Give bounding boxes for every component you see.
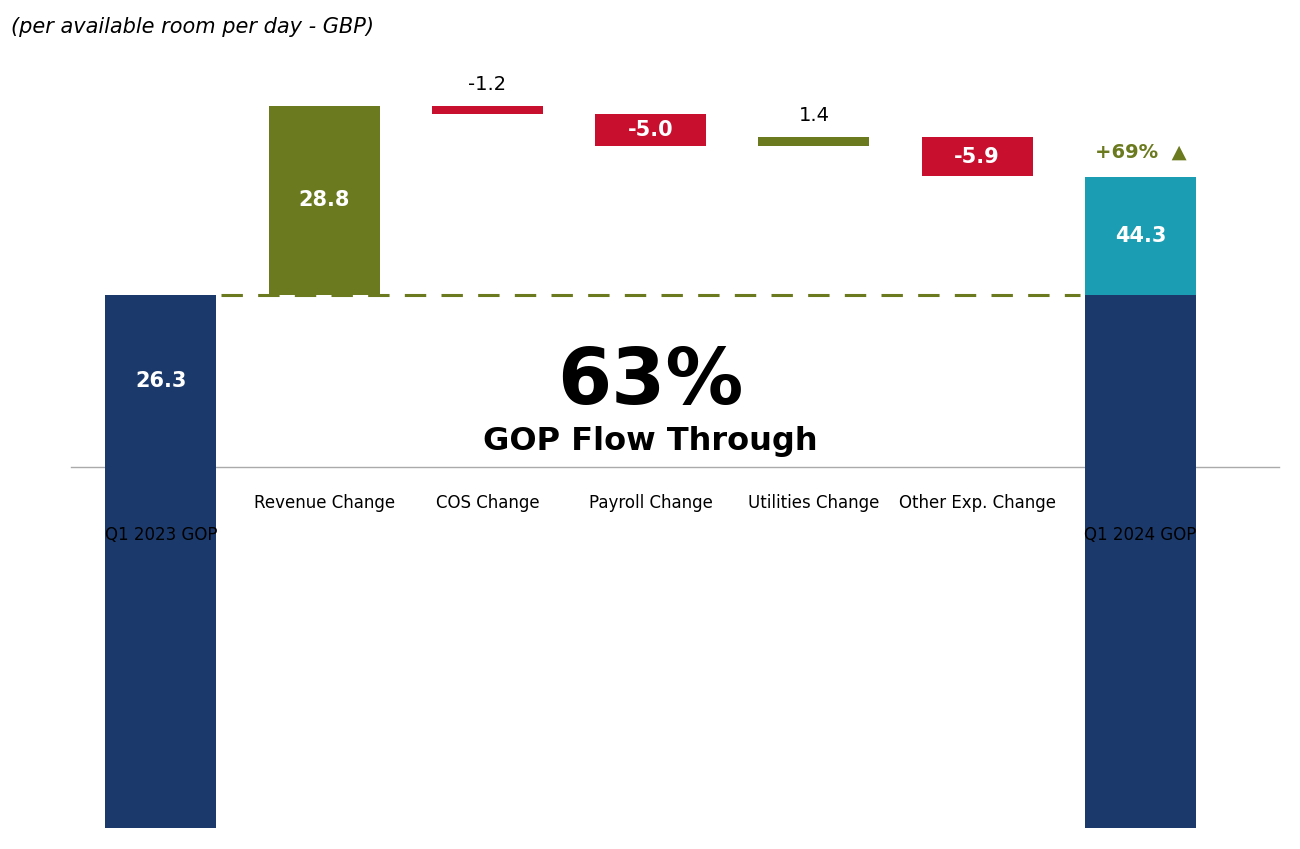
Text: -1.2: -1.2 [468,75,507,94]
Text: 26.3: 26.3 [135,371,187,391]
Bar [105,295,217,828]
Bar [1086,177,1196,295]
Text: (per available room per day - GBP): (per available room per day - GBP) [10,18,374,37]
Text: COS Change: COS Change [436,493,540,511]
Text: Other Exp. Change: Other Exp. Change [898,493,1056,511]
Text: 28.8: 28.8 [299,190,350,211]
Bar [432,106,543,114]
Text: Utilities Change: Utilities Change [749,493,880,511]
Bar [922,138,1032,176]
Text: +69%  ▲: +69% ▲ [1095,143,1186,162]
Bar [269,106,380,295]
Text: -5.0: -5.0 [628,120,673,140]
Bar [595,114,706,146]
Text: Q1 2023 GOP: Q1 2023 GOP [105,526,217,544]
Bar [758,138,870,146]
Text: Payroll Change: Payroll Change [589,493,712,511]
Text: 1.4: 1.4 [798,106,829,126]
Text: Revenue Change: Revenue Change [254,493,395,511]
Text: 44.3: 44.3 [1114,226,1166,245]
Bar [1086,295,1196,828]
Text: Q1 2024 GOP: Q1 2024 GOP [1084,526,1196,544]
Text: -5.9: -5.9 [954,147,1000,166]
Text: 63%: 63% [558,344,744,420]
Text: GOP Flow Through: GOP Flow Through [484,425,818,457]
